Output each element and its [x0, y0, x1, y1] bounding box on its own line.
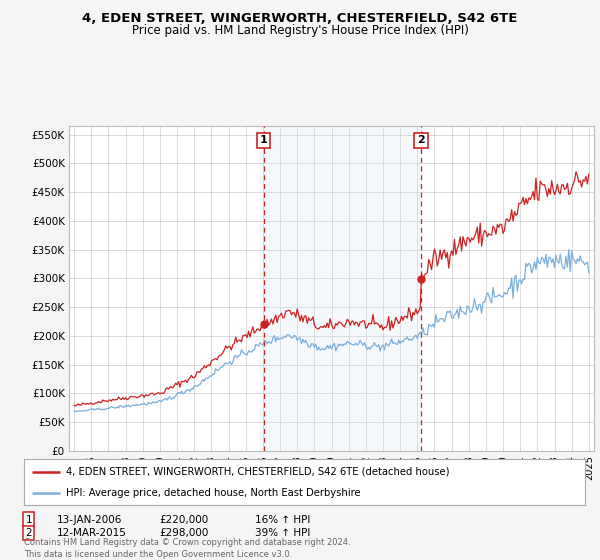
Text: HPI: Average price, detached house, North East Derbyshire: HPI: Average price, detached house, Nort… — [66, 488, 361, 498]
Text: 4, EDEN STREET, WINGERWORTH, CHESTERFIELD, S42 6TE: 4, EDEN STREET, WINGERWORTH, CHESTERFIEL… — [82, 12, 518, 25]
Text: 16% ↑ HPI: 16% ↑ HPI — [255, 515, 310, 525]
Bar — [263, 126, 421, 451]
Text: 39% ↑ HPI: 39% ↑ HPI — [255, 528, 310, 538]
Text: Price paid vs. HM Land Registry's House Price Index (HPI): Price paid vs. HM Land Registry's House … — [131, 24, 469, 36]
Text: 1: 1 — [25, 515, 32, 525]
Text: 2: 2 — [25, 528, 32, 538]
Text: 4, EDEN STREET, WINGERWORTH, CHESTERFIELD, S42 6TE (detached house): 4, EDEN STREET, WINGERWORTH, CHESTERFIEL… — [66, 466, 449, 477]
Text: £220,000: £220,000 — [159, 515, 208, 525]
Text: 2: 2 — [417, 136, 425, 146]
Text: 1: 1 — [260, 136, 268, 146]
Text: Contains HM Land Registry data © Crown copyright and database right 2024.
This d: Contains HM Land Registry data © Crown c… — [24, 538, 350, 559]
Text: 13-JAN-2006: 13-JAN-2006 — [57, 515, 122, 525]
Text: £298,000: £298,000 — [159, 528, 208, 538]
Text: 12-MAR-2015: 12-MAR-2015 — [57, 528, 127, 538]
